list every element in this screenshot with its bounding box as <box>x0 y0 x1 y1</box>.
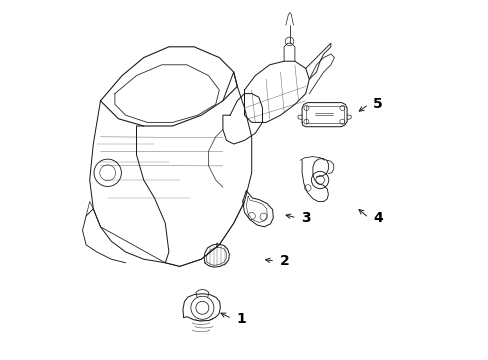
Text: 2: 2 <box>279 254 288 268</box>
Text: 3: 3 <box>301 211 310 225</box>
Text: 1: 1 <box>236 312 245 325</box>
Text: 5: 5 <box>372 98 382 111</box>
Text: 4: 4 <box>372 211 382 225</box>
